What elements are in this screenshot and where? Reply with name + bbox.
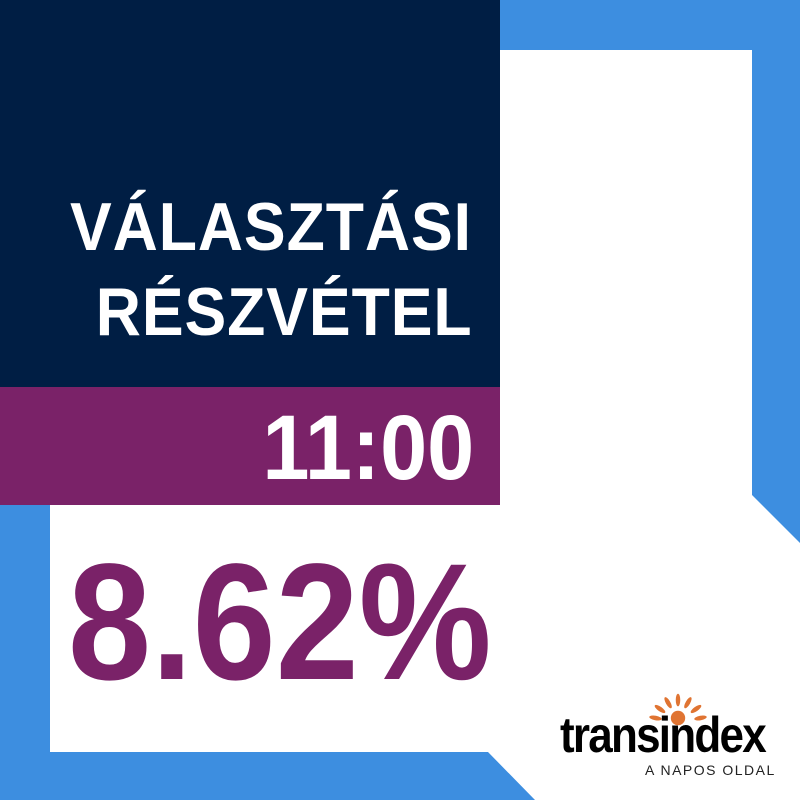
headline-line1: VÁLASZTÁSI (70, 189, 472, 265)
headline-line2: RÉSZVÉTEL (95, 274, 472, 350)
white-panel (50, 50, 800, 800)
logo-wordmark: transindex (560, 707, 767, 763)
sun-icon (649, 693, 707, 726)
time-label: 11:00 (262, 397, 474, 499)
headline-panel (0, 0, 500, 387)
turnout-value: 8.62% (68, 530, 492, 715)
transindex-logo: transindex A NAPOS OLDAL (555, 693, 790, 790)
time-panel (0, 387, 500, 505)
logo-tagline: A NAPOS OLDAL (645, 762, 776, 778)
